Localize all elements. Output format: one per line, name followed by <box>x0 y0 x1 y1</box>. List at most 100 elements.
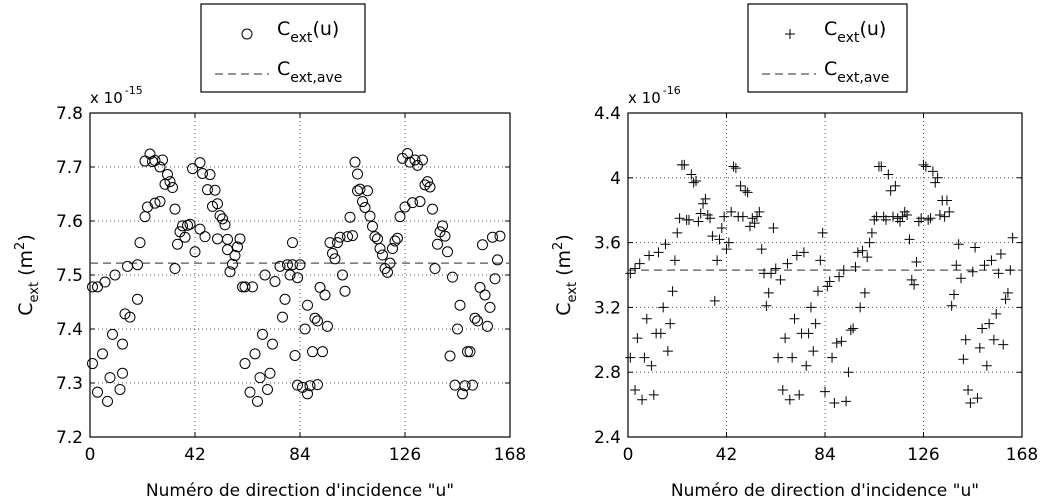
data-point <box>641 313 652 324</box>
data-point <box>347 230 358 242</box>
data-point <box>660 239 671 250</box>
x-axis-label: Numéro de direction d'incidence "u" <box>671 481 979 501</box>
data-point <box>911 257 922 268</box>
data-point <box>139 211 151 223</box>
data-point <box>114 383 126 395</box>
chart-right: 0 42 84 126 168 2.4 2.8 3.2 3.6 4 4.4 x 10 -16 Numéro… <box>551 3 1038 501</box>
data-point <box>354 183 366 195</box>
data-point <box>249 348 261 360</box>
y-tick-label: 7.5 <box>56 266 83 286</box>
legend-entry-main: C <box>824 58 837 80</box>
data-point <box>97 348 108 360</box>
legend-entry-rest: (u) <box>859 18 886 40</box>
data-point <box>782 258 793 269</box>
data-point <box>259 269 271 281</box>
data-point <box>974 342 985 353</box>
data-point <box>404 156 416 168</box>
data-point <box>234 233 246 245</box>
data-point <box>399 201 411 213</box>
data-point <box>187 163 198 175</box>
data-point <box>883 169 894 180</box>
data-point <box>876 161 887 172</box>
data-point <box>274 260 286 272</box>
y-tick-label: 7.3 <box>56 374 83 394</box>
data-point <box>302 388 313 400</box>
data-point <box>204 169 216 181</box>
data-point <box>364 210 376 222</box>
data-point <box>134 237 146 249</box>
data-point <box>852 247 863 258</box>
data-point <box>766 268 777 279</box>
legend-entry-main: C <box>277 18 290 40</box>
data-point <box>801 360 812 371</box>
data-point <box>918 159 929 170</box>
y-label-main: C <box>553 302 575 315</box>
data-point <box>454 299 466 311</box>
data-point <box>357 196 368 208</box>
data-point <box>322 320 333 332</box>
data-point <box>257 328 268 340</box>
data-point <box>927 166 938 177</box>
data-point <box>773 352 784 363</box>
data-point <box>189 246 201 258</box>
data-point <box>422 176 433 188</box>
x-tick-label: 168 <box>1006 445 1038 465</box>
data-point <box>294 259 306 271</box>
data-point <box>122 260 133 272</box>
data-point <box>648 389 659 400</box>
data-point <box>437 220 448 232</box>
data-point <box>956 273 967 284</box>
data-point <box>469 312 481 324</box>
data-point <box>414 196 426 208</box>
axis-multiplier-exponent: -15 <box>125 84 143 97</box>
data-point <box>264 367 276 379</box>
data-point <box>979 260 990 271</box>
data-point <box>951 260 962 271</box>
y-label-close: ) <box>553 234 575 241</box>
data-point <box>232 241 243 253</box>
data-point <box>817 227 828 238</box>
data-point <box>925 213 936 224</box>
data-point <box>467 379 478 391</box>
data-point <box>920 161 931 172</box>
data-point <box>827 352 838 363</box>
data-point <box>107 328 118 340</box>
data-point <box>487 231 498 243</box>
data-point <box>644 250 655 261</box>
data-point <box>214 210 226 222</box>
data-point <box>674 213 685 224</box>
data-point <box>369 231 381 243</box>
data-point <box>482 320 493 332</box>
data-point <box>700 193 711 204</box>
data-point <box>691 176 702 187</box>
y-tick-label: 3.2 <box>594 298 621 318</box>
y-tick-label: 2.8 <box>594 363 621 383</box>
data-point <box>384 257 396 269</box>
data-point <box>960 334 971 345</box>
data-point <box>292 379 303 391</box>
data-point <box>836 336 847 347</box>
data-point <box>432 238 443 250</box>
data-point <box>282 259 293 271</box>
data-point <box>474 281 486 293</box>
y-tick-label: 4.4 <box>594 104 621 124</box>
legend-entry-main: C <box>824 18 837 40</box>
data-point <box>362 185 373 197</box>
data-point <box>302 299 313 311</box>
data-point <box>162 169 173 181</box>
data-point <box>202 184 213 196</box>
data-point <box>452 323 463 335</box>
y-label-close: ) <box>15 234 37 241</box>
axis-multiplier-base: x 10 <box>90 89 123 107</box>
y-tick-label: 4 <box>610 169 621 189</box>
data-point <box>834 271 845 282</box>
data-point <box>247 281 258 293</box>
data-point <box>864 237 875 248</box>
x-tick-label: 0 <box>623 445 634 465</box>
data-point <box>707 231 718 242</box>
x-tick-label: 42 <box>716 445 738 465</box>
data-point <box>307 346 318 358</box>
data-point <box>252 395 263 407</box>
data-point <box>142 201 153 213</box>
